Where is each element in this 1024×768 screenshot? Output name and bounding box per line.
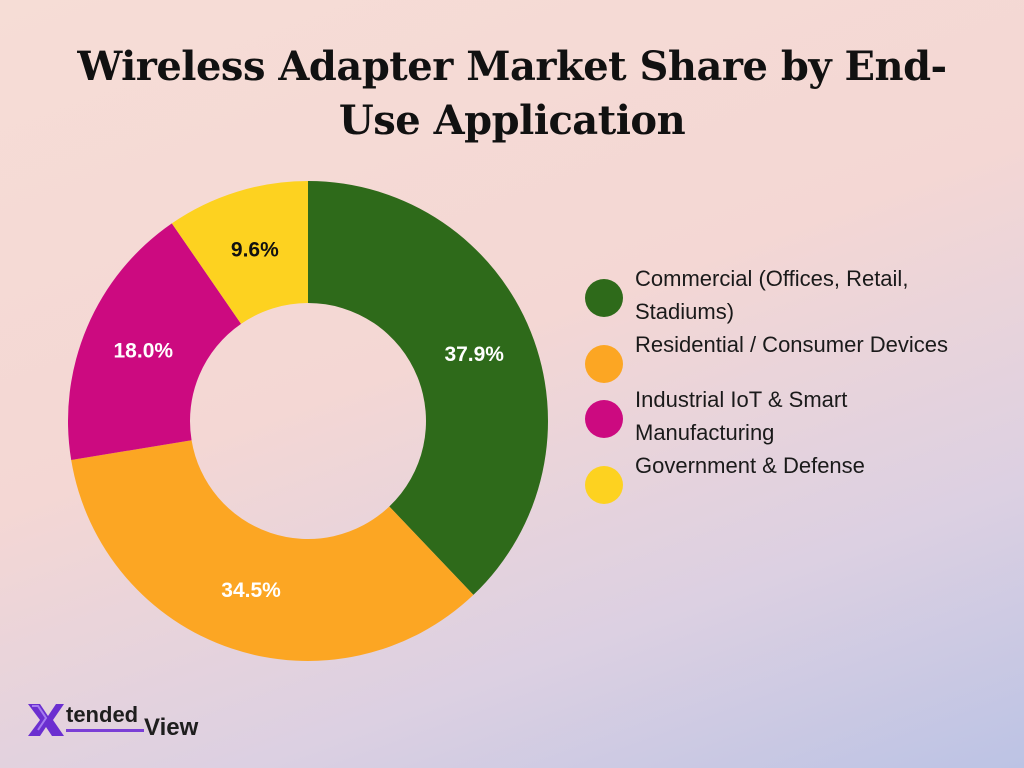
legend-item-commercial: Commercial (Offices, Retail, Stadiums) [585, 262, 965, 328]
legend-label-industrial: Industrial IoT & Smart Manufacturing [635, 387, 848, 445]
donut-slices [67, 181, 549, 661]
legend-label-commercial: Commercial (Offices, Retail, Stadiums) [635, 266, 909, 324]
legend-item-residential: Residential / Consumer Devices [585, 328, 965, 383]
x-logo-icon [28, 704, 64, 736]
chart-title: Wireless Adapter Market Share by End-Use… [77, 43, 947, 144]
slice-commercial [308, 181, 549, 595]
slice-government [171, 181, 308, 324]
brand-logo: tended View [26, 700, 216, 744]
legend: Commercial (Offices, Retail, Stadiums) R… [585, 262, 965, 504]
legend-swatch-commercial [585, 279, 623, 317]
slice-label-industrial: 18.0% [114, 339, 174, 362]
slice-label-residential: 34.5% [221, 579, 281, 602]
slice-residential [71, 440, 474, 661]
legend-swatch-government [585, 466, 623, 504]
donut-slice-labels: 37.9% 34.5% 18.0% 9.6% [114, 239, 505, 603]
logo-word-view: View [144, 714, 199, 741]
slice-label-government: 9.6% [231, 239, 279, 262]
legend-item-industrial: Industrial IoT & Smart Manufacturing [585, 383, 965, 449]
slice-label-commercial: 37.9% [444, 343, 504, 366]
legend-swatch-residential [585, 345, 623, 383]
logo-underline [66, 729, 144, 732]
legend-label-government: Government & Defense [635, 453, 865, 478]
legend-swatch-industrial [585, 400, 623, 438]
logo-word-tended: tended [66, 702, 139, 727]
slice-industrial [67, 223, 242, 461]
legend-label-residential: Residential / Consumer Devices [635, 332, 949, 357]
legend-item-government: Government & Defense [585, 449, 965, 504]
